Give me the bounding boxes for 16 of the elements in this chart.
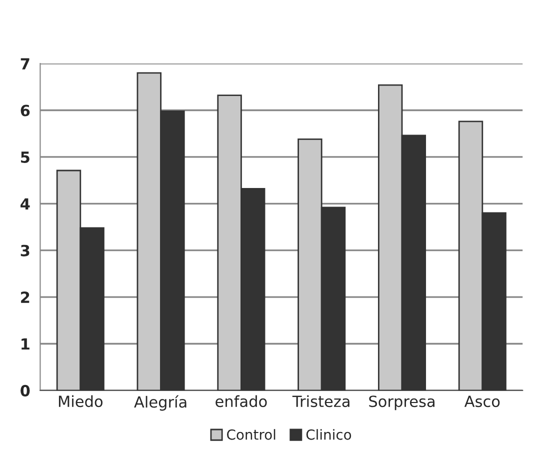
legend-label: Control xyxy=(227,429,276,440)
legend-label: Clinico xyxy=(306,429,352,440)
x-tick-label: enfado xyxy=(216,395,267,408)
y-tick-label: 3 xyxy=(20,244,30,256)
x-tick-label: Sorpresa xyxy=(369,396,434,410)
y-tick-label: 6 xyxy=(20,104,30,116)
y-tick-label: 7 xyxy=(20,58,30,70)
y-tick-label: 1 xyxy=(22,338,30,350)
x-tick-label: Asco xyxy=(464,396,500,408)
x-tick-label: Tristeza xyxy=(292,395,350,408)
y-tick-label: 2 xyxy=(21,292,30,303)
y-tick-label: 5 xyxy=(21,152,30,163)
y-tick-label: 4 xyxy=(20,198,30,210)
y-tick-label: 0 xyxy=(20,384,30,396)
x-tick-label: Alegría xyxy=(134,395,186,411)
x-tick-label: Miedo xyxy=(58,395,102,408)
